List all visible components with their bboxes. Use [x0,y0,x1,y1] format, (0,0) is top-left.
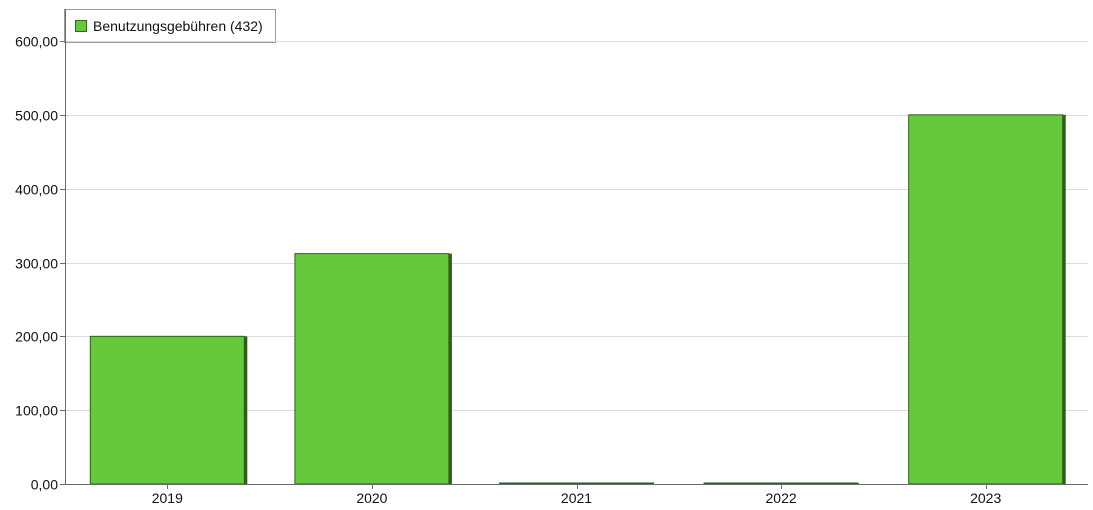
y-tick-label: 400,00 [15,182,58,198]
x-tick-label: 2020 [356,490,387,506]
bar [908,114,1064,485]
axes [65,9,1088,485]
x-tick-label: 2023 [970,490,1001,506]
bars [89,114,1066,485]
x-axis-ticks: 2019 2020 2021 2022 2023 [152,484,1001,506]
y-tick-label: 300,00 [15,256,58,272]
x-tick-label: 2021 [561,490,592,506]
bar [89,335,245,485]
bar [703,482,859,485]
x-tick-label: 2022 [766,490,797,506]
y-tick-label: 0,00 [31,477,58,493]
bar [294,253,450,485]
y-tick-label: 100,00 [15,403,58,419]
bar [499,482,654,485]
y-axis-ticks: 0,00 100,00 200,00 300,00 400,00 500,00 600,00 [15,34,65,493]
legend-swatch [75,20,87,32]
legend-label: Benutzungsgebühren (432) [93,18,263,34]
y-tick-label: 500,00 [15,108,58,124]
legend: Benutzungsgebühren (432) [64,9,276,43]
y-tick-label: 600,00 [15,34,58,50]
y-tick-label: 200,00 [15,329,58,345]
x-tick-label: 2019 [152,490,183,506]
